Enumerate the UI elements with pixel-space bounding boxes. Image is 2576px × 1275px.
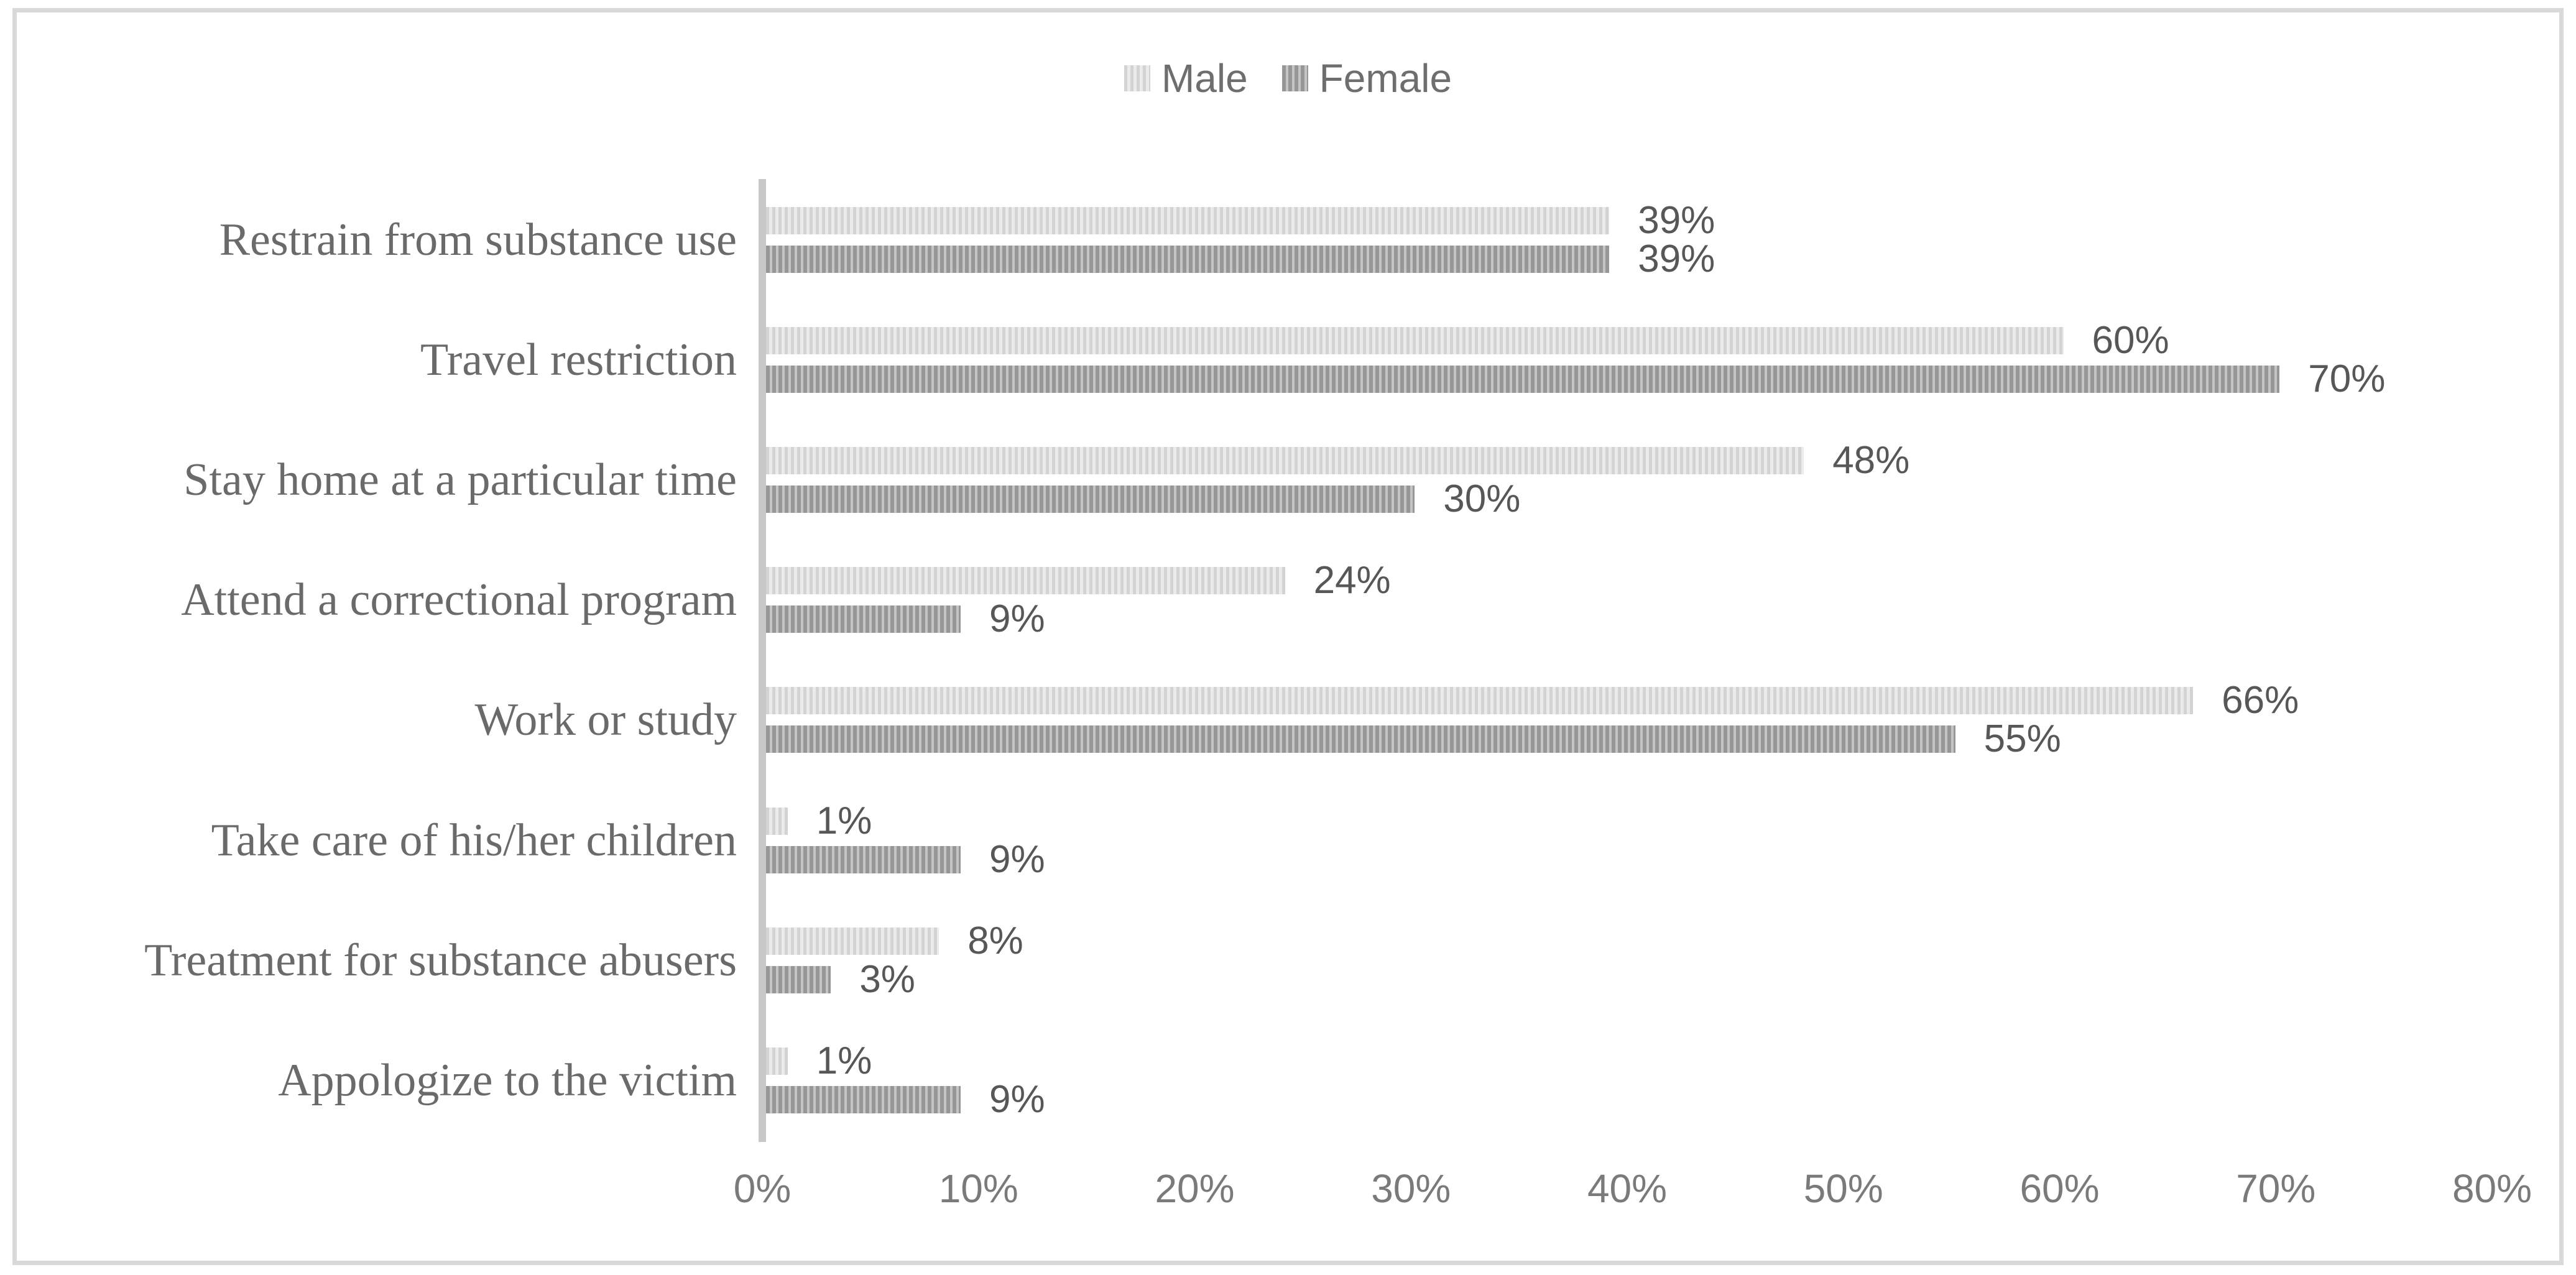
x-tick-label: 80% xyxy=(2452,1166,2532,1211)
bar-value-label: 39% xyxy=(1638,237,1715,280)
bar-value-label: 39% xyxy=(1638,199,1715,242)
legend-male-label: Male xyxy=(1161,56,1248,101)
x-tick-label: 70% xyxy=(2236,1166,2316,1211)
bar-value-label: 9% xyxy=(989,1077,1045,1121)
bar-female xyxy=(766,1085,961,1113)
bar-male xyxy=(766,447,1804,475)
bar-row: 24% xyxy=(766,561,1391,600)
bar-value-label: 48% xyxy=(1832,439,1910,482)
bar-row: 60% xyxy=(766,321,2169,360)
legend: Male Female xyxy=(0,53,2576,103)
legend-male-swatch-icon xyxy=(1124,65,1150,91)
legend-female-swatch-icon xyxy=(1281,65,1308,91)
bar-male xyxy=(766,687,2194,715)
bar-row: 9% xyxy=(766,840,1045,878)
bar-male xyxy=(766,327,2064,355)
bar-male xyxy=(766,927,939,955)
bar-value-label: 1% xyxy=(816,1039,872,1082)
bar-male xyxy=(766,207,1610,234)
bar-female xyxy=(766,366,2280,394)
bar-value-label: 1% xyxy=(816,799,872,842)
bar-row: 9% xyxy=(766,1080,1045,1118)
legend-item-female: Female xyxy=(1281,56,1452,101)
bar-value-label: 30% xyxy=(1443,477,1521,521)
bar-value-label: 3% xyxy=(859,957,915,1001)
bar-female xyxy=(766,486,1415,513)
legend-item-male: Male xyxy=(1124,58,1248,98)
bar-row: 3% xyxy=(766,960,915,998)
bar-male xyxy=(766,567,1285,595)
category-label: Work or study xyxy=(474,694,737,746)
x-tick-label: 60% xyxy=(2020,1166,2100,1211)
category-label: Appologize to the victim xyxy=(278,1054,737,1106)
category-label: Treatment for substance abusers xyxy=(144,934,737,986)
bar-value-label: 8% xyxy=(967,919,1023,962)
bar-row: 55% xyxy=(766,720,2061,758)
bar-row: 66% xyxy=(766,681,2299,720)
bar-row: 39% xyxy=(766,240,1715,278)
category-label: Attend a correctional program xyxy=(181,574,737,626)
bar-row: 70% xyxy=(766,360,2385,398)
category-label: Stay home at a particular time xyxy=(183,454,737,506)
bar-row: 39% xyxy=(766,201,1715,240)
bar-row: 48% xyxy=(766,441,1909,480)
bar-female xyxy=(766,605,961,633)
category-label: Take care of his/her children xyxy=(211,814,737,866)
bar-value-label: 70% xyxy=(2308,357,2386,401)
bar-female xyxy=(766,246,1610,273)
bar-row: 9% xyxy=(766,600,1045,638)
category-label: Restrain from substance use xyxy=(219,214,737,266)
bar-female xyxy=(766,965,831,993)
bar-value-label: 9% xyxy=(989,837,1045,881)
bar-value-label: 9% xyxy=(989,597,1045,641)
bar-value-label: 55% xyxy=(1983,717,2061,761)
bar-value-label: 66% xyxy=(2222,679,2299,722)
x-tick-label: 30% xyxy=(1371,1166,1451,1211)
bar-row: 1% xyxy=(766,1041,872,1080)
x-tick-label: 20% xyxy=(1155,1166,1235,1211)
bar-male xyxy=(766,1047,788,1075)
category-label: Travel restriction xyxy=(420,334,737,386)
x-tick-label: 0% xyxy=(733,1166,792,1211)
legend-female-label: Female xyxy=(1319,56,1452,101)
bar-row: 1% xyxy=(766,801,872,840)
x-tick-label: 10% xyxy=(938,1166,1018,1211)
bar-value-label: 60% xyxy=(2092,319,2169,362)
x-tick-label: 40% xyxy=(1587,1166,1668,1211)
bar-male xyxy=(766,807,788,835)
bar-value-label: 24% xyxy=(1313,559,1391,602)
bar-female xyxy=(766,725,1955,753)
bar-female xyxy=(766,845,961,873)
bar-row: 8% xyxy=(766,921,1023,960)
x-tick-label: 50% xyxy=(1803,1166,1883,1211)
bar-row: 30% xyxy=(766,480,1520,518)
y-axis-line xyxy=(759,179,766,1142)
